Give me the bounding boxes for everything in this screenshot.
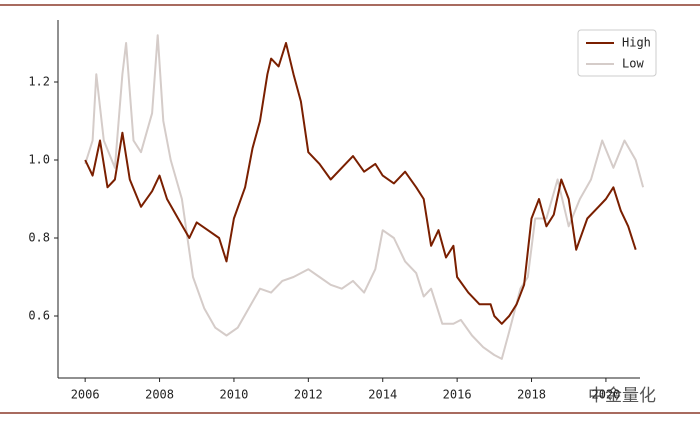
legend-label: Low [622,57,644,71]
x-tick-label: 2020 [591,388,620,402]
y-tick-label: 1.0 [28,153,50,167]
x-tick-label: 2006 [71,388,100,402]
x-tick-label: 2016 [443,388,472,402]
x-tick-label: 2012 [294,388,323,402]
x-tick-label: 2010 [219,388,248,402]
y-tick-label: 0.6 [28,308,50,322]
y-tick-label: 0.8 [28,230,50,244]
series-line [84,42,637,325]
legend-label: High [622,36,651,50]
y-tick-label: 1.2 [28,75,50,89]
series-line [84,34,645,360]
x-tick-label: 2018 [517,388,546,402]
x-tick-label: 2014 [368,388,397,402]
x-tick-label: 2008 [145,388,174,402]
watermark: 中金量化 [588,386,656,406]
